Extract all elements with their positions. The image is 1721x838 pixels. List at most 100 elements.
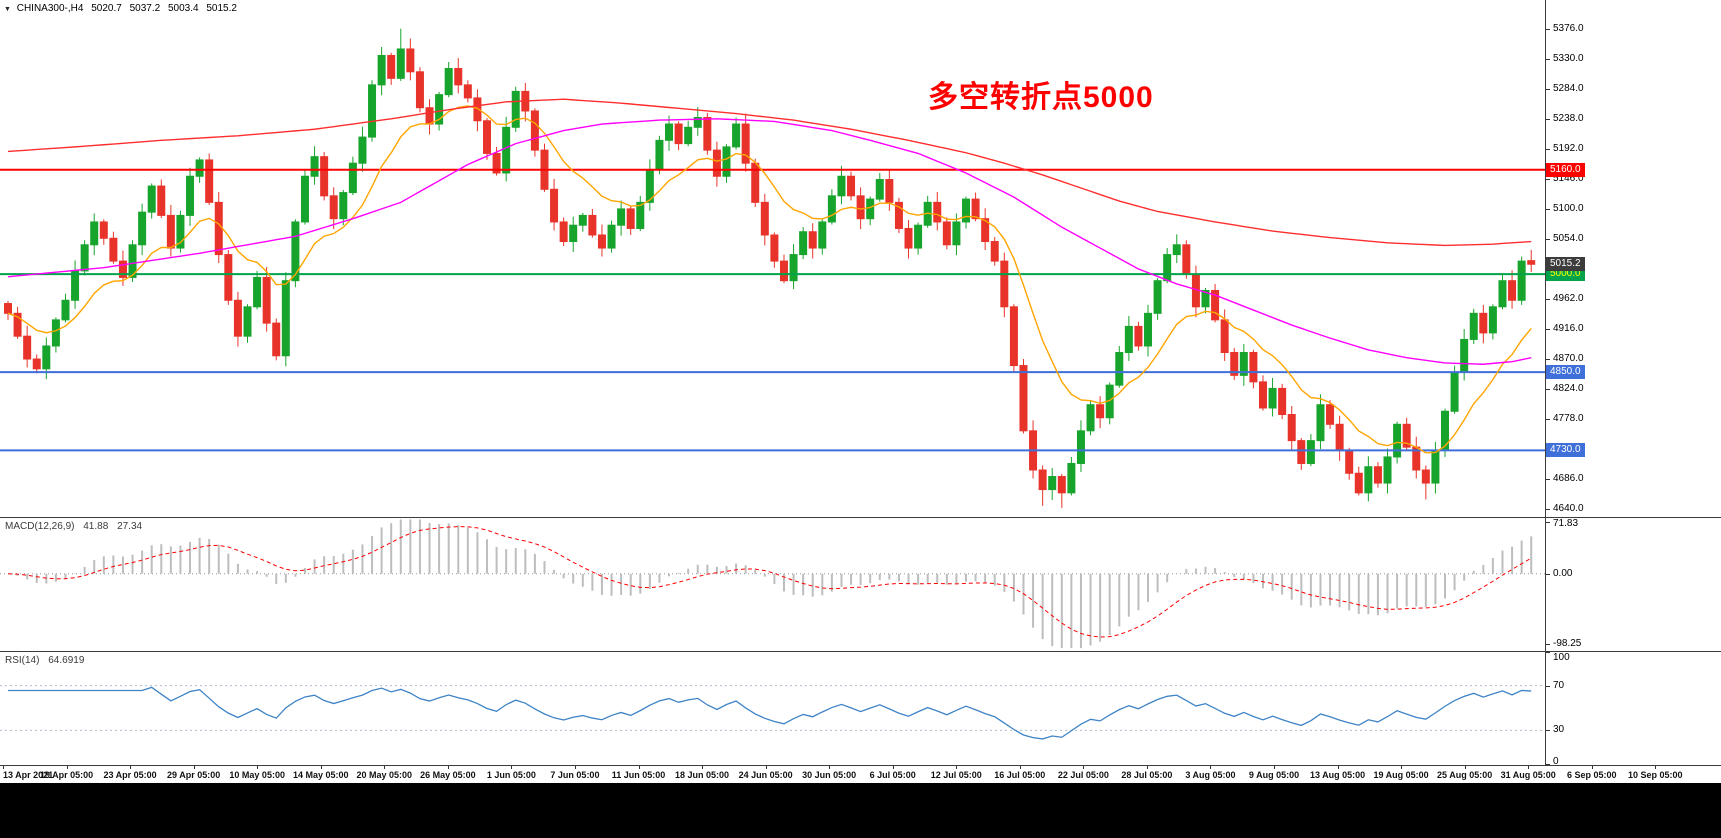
time-label: 20 May 05:00 [356, 770, 413, 780]
macd-tick-label: 71.83 [1553, 518, 1579, 529]
macd-value-signal: 27.34 [117, 521, 143, 532]
time-tick-mark [193, 766, 195, 769]
axis-tick-mark [1546, 764, 1550, 765]
time-tick-mark [574, 766, 576, 769]
time-tick-mark [447, 766, 449, 769]
axis-tick-mark [1546, 118, 1550, 120]
time-label: 26 May 05:00 [420, 770, 476, 780]
time-label: 31 Aug 05:00 [1500, 770, 1556, 780]
time-label: 30 Jun 05:00 [802, 770, 857, 780]
rsi-tick-label: 0 [1553, 756, 1559, 767]
ma-mid-line[interactable] [7, 118, 1532, 365]
time-label: 25 Aug 05:00 [1437, 770, 1493, 780]
axis-tick-mark [1546, 329, 1550, 330]
time-label: 14 May 05:00 [292, 770, 349, 780]
bottom-black-bar [0, 783, 1721, 838]
time-tick-mark [1337, 766, 1339, 769]
axis-tick-mark [1546, 509, 1550, 511]
rsi-panel: 100 70 30 0 RSI(14) 64.6919 [0, 651, 1721, 767]
time-label: 19 Apr 05:00 [39, 770, 94, 780]
axis-tick-mark [1546, 88, 1550, 90]
time-label: 10 May 05:00 [229, 770, 285, 780]
time-label: 24 Jun 05:00 [738, 770, 793, 780]
price-axis[interactable]: 5376.0 5330.0 5284.0 5238.0 5192.0 5146.0 5100… [1545, 0, 1721, 517]
axis-tick-mark [1546, 58, 1550, 60]
axis-tick-mark [1546, 148, 1550, 150]
price-tick-label: 4962.0 [1553, 292, 1584, 304]
open-value: 5020.7 [91, 3, 122, 14]
chart-ohlc-header: ▼ CHINA300-,H4 5020.7 5037.2 5003.4 5015… [4, 3, 242, 14]
high-value: 5037.2 [129, 3, 161, 14]
rsi-value: 64.6919 [48, 655, 85, 666]
axis-tick-mark [1546, 479, 1550, 481]
time-label: 9 Aug 05:00 [1248, 770, 1300, 780]
rsi-axis[interactable]: 100 70 30 0 [1545, 652, 1721, 767]
price-tick-label: 4870.0 [1553, 353, 1584, 365]
price-tick-label: 4778.0 [1553, 413, 1584, 425]
axis-tick-mark [1546, 208, 1550, 210]
price-tick-label: 5284.0 [1553, 82, 1584, 94]
price-tick-label: 5238.0 [1553, 112, 1584, 124]
time-label: 6 Sep 05:00 [1566, 770, 1617, 780]
time-tick-mark [829, 766, 831, 769]
close-value: 5015.2 [206, 3, 237, 14]
axis-tick-mark [1546, 178, 1550, 180]
price-level-tag: 5160.0 [1546, 162, 1585, 177]
time-tick-mark [702, 766, 704, 769]
symbol-dropdown-icon[interactable]: ▼ [4, 6, 11, 13]
price-tick-label: 5146.0 [1553, 172, 1584, 184]
time-axis[interactable]: 13 Apr 2021 19 Apr 05:00 23 Apr 05:00 29 Ap… [0, 765, 1721, 783]
macd-value-main: 41.88 [83, 521, 109, 532]
macd-axis[interactable]: 71.83 0.00 -98.25 [1545, 518, 1721, 651]
macd-indicator-label: MACD(12,26,9) 41.88 27.34 [5, 521, 148, 532]
axis-tick-mark [1546, 28, 1550, 30]
axis-tick-mark [1546, 522, 1550, 524]
price-tick-label: 4916.0 [1553, 323, 1584, 334]
low-value: 5003.4 [167, 3, 199, 14]
time-tick-mark [1655, 766, 1657, 769]
time-tick-mark [638, 766, 640, 769]
macd-plot[interactable] [0, 518, 1545, 656]
axis-tick-mark [1546, 389, 1550, 391]
price-tick-label: 5100.0 [1553, 202, 1584, 214]
time-tick-mark [1083, 766, 1085, 769]
time-label: 29 Apr 05:00 [167, 770, 221, 780]
time-tick-mark [257, 766, 259, 769]
symbol-timeframe-label: CHINA300-,H4 [16, 3, 84, 14]
annotation-text[interactable]: 多空转折点5000 [928, 81, 1154, 114]
price-tick-label: 4824.0 [1553, 383, 1584, 395]
main-chart-panel: 5376.0 5330.0 5284.0 5238.0 5192.0 5146.0 5100… [0, 0, 1721, 517]
ma-fast-line[interactable] [7, 105, 1532, 454]
rsi-plot[interactable] [0, 652, 1545, 770]
price-tick-label: 4686.0 [1553, 473, 1584, 485]
macd-signal-line[interactable] [7, 526, 1532, 638]
time-tick-mark [1401, 766, 1403, 769]
macd-histogram[interactable] [8, 519, 1533, 649]
price-tick-label: 5192.0 [1553, 142, 1584, 154]
price-chart-plot[interactable] [0, 0, 1545, 522]
time-label: 12 Jul 05:00 [930, 770, 982, 780]
time-label: 3 Aug 05:00 [1185, 770, 1236, 780]
candles-layer[interactable] [4, 28, 1536, 508]
time-label: 7 Jun 05:00 [550, 770, 600, 780]
axis-tick-mark [1546, 419, 1550, 421]
price-tick-label: 5376.0 [1553, 22, 1584, 34]
time-tick-mark [1019, 766, 1021, 769]
time-label: 13 Apr 2021 [3, 770, 54, 780]
ma-slow-line[interactable] [7, 98, 1532, 247]
axis-tick-mark [1546, 685, 1550, 687]
rsi-line[interactable] [8, 686, 1532, 740]
axis-tick-mark [1546, 359, 1550, 361]
time-tick-mark [1210, 766, 1212, 769]
time-tick-mark [384, 766, 386, 769]
time-tick-mark [1528, 766, 1530, 769]
horizontal-level-lines[interactable] [0, 168, 1545, 452]
price-level-tag: 4730.0 [1546, 443, 1585, 458]
macd-panel: 71.83 0.00 -98.25 MACD(12,26,9) 41.88 27.3… [0, 517, 1721, 651]
axis-tick-mark [1546, 238, 1550, 240]
time-tick-mark [1146, 766, 1148, 769]
price-tick-label: 4640.0 [1553, 503, 1584, 515]
macd-tick-label: -98.25 [1553, 638, 1582, 650]
macd-tick-label: 0.00 [1553, 567, 1573, 579]
